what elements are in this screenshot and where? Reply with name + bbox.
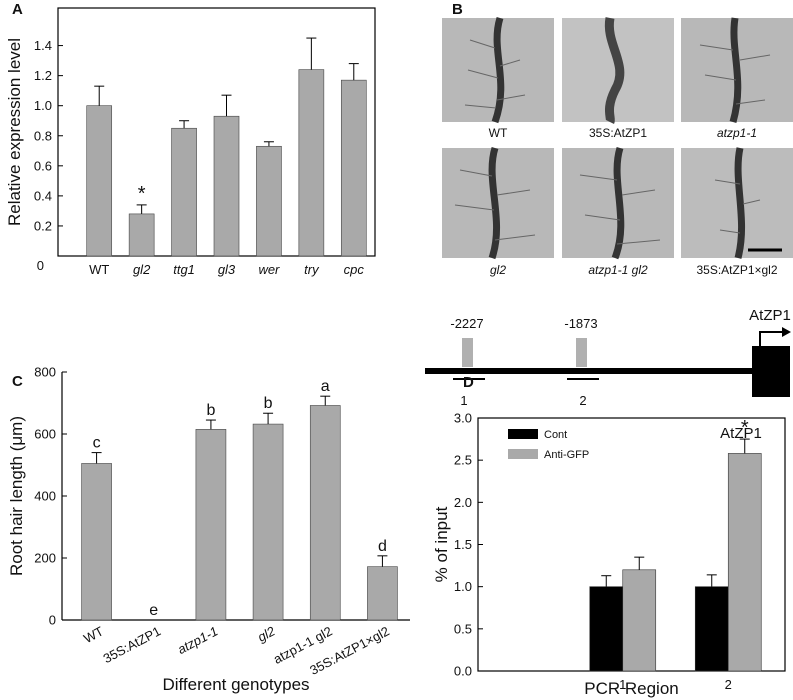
bar <box>622 569 657 672</box>
micrograph <box>562 17 674 125</box>
y-tick-label: 1.4 <box>34 38 52 53</box>
legend-label: Anti-GFP <box>544 449 589 461</box>
x-tick-label: WT <box>89 262 109 277</box>
bar <box>86 105 113 257</box>
significance-label: a <box>321 378 330 395</box>
x-tick-label: ttg1 <box>173 262 195 277</box>
y-tick-label: 200 <box>34 551 56 566</box>
bar <box>195 429 227 621</box>
caption: atzp1-1 gl2 <box>588 263 648 277</box>
significance-label: c <box>93 435 101 452</box>
bar <box>256 145 282 257</box>
y-axis-label: % of input <box>432 506 451 582</box>
y-tick-label: 0.2 <box>34 218 52 233</box>
significance-label: d <box>378 538 387 555</box>
y-tick-label: 0.5 <box>454 621 472 636</box>
x-tick-label: gl2 <box>255 623 278 645</box>
y-tick-label: 1.0 <box>454 579 472 594</box>
y-axis-label: Root hair length (μm) <box>7 416 26 576</box>
y-tick-label: 3.0 <box>454 411 472 426</box>
gene-box <box>752 346 790 397</box>
x-tick-label: 35S:AtZP1 <box>101 623 164 666</box>
site-label: -2227 <box>450 316 483 331</box>
micrograph <box>562 146 674 260</box>
legend-swatch <box>508 449 538 459</box>
y-axis-label: Relative expression level <box>5 38 24 226</box>
significance-label: * <box>741 417 749 439</box>
bar <box>340 79 367 257</box>
significance-label: * <box>138 183 146 205</box>
site-label: -1873 <box>564 316 597 331</box>
panel-label: C <box>12 373 23 390</box>
x-tick-label: gl3 <box>218 262 236 277</box>
y-tick-label: 0.0 <box>454 664 472 679</box>
x-tick-label: WT <box>81 623 106 646</box>
y-tick-label: 2.5 <box>454 453 472 468</box>
caption: gl2 <box>490 263 506 277</box>
bar <box>213 115 240 257</box>
x-tick-label: 2 <box>725 677 732 692</box>
bar <box>727 453 762 672</box>
bar <box>128 213 155 257</box>
y-tick-label: 0.8 <box>34 128 52 143</box>
caption: WT <box>489 126 508 140</box>
y-tick-label: 600 <box>34 427 56 442</box>
micrograph <box>442 146 554 260</box>
caption: 35S:AtZP1 <box>589 126 647 140</box>
bar <box>367 566 398 621</box>
y-tick-label: 0 <box>49 613 56 628</box>
bar <box>81 463 112 621</box>
significance-label: e <box>149 602 158 619</box>
micrograph <box>681 17 793 123</box>
y-tick-label: 400 <box>34 489 56 504</box>
binding-site <box>576 338 587 367</box>
y-tick-label: 2.0 <box>454 495 472 510</box>
region-label: 2 <box>579 393 586 408</box>
gene-label: AtZP1 <box>749 307 791 324</box>
caption: atzp1-1 <box>717 126 757 140</box>
x-tick-label: try <box>304 262 320 277</box>
y-tick-label: 800 <box>34 365 56 380</box>
x-tick-label: wer <box>258 262 280 277</box>
y-tick-label: 0.6 <box>34 158 52 173</box>
legend-swatch <box>508 429 538 439</box>
legend-label: Cont <box>544 429 567 441</box>
binding-site <box>462 338 473 367</box>
bar <box>694 586 729 672</box>
y-tick-label: 1.0 <box>34 98 52 113</box>
panel-label: A <box>12 1 23 18</box>
y-tick-label: 0.4 <box>34 188 52 203</box>
x-tick-label: atzp1-1 <box>175 623 220 657</box>
caption: 35S:AtZP1×gl2 <box>696 263 777 277</box>
region-label: 1 <box>460 393 467 408</box>
x-axis-label: PCR Region <box>584 679 679 698</box>
x-tick-label: cpc <box>344 262 365 277</box>
panel-label: D <box>463 374 474 391</box>
image-panel: B WT 3 <box>442 1 793 277</box>
panel-label: B <box>452 1 463 18</box>
bar <box>252 423 284 621</box>
promoter-diagram: -2227 -1873 AtZP1 1 2 <box>425 307 791 408</box>
y-tick-label: 0 <box>37 258 44 273</box>
x-tick-label: 1 <box>619 677 626 692</box>
tss-arrow <box>759 331 782 346</box>
bar <box>309 405 341 621</box>
x-tick-label: gl2 <box>133 262 151 277</box>
x-axis-label: Different genotypes <box>162 675 309 694</box>
bar <box>298 69 325 257</box>
y-tick-label: 1.2 <box>34 68 52 83</box>
significance-label: b <box>264 395 273 412</box>
y-tick-label: 1.5 <box>454 537 472 552</box>
bar <box>171 127 197 257</box>
micrograph <box>442 16 554 124</box>
significance-label: b <box>206 402 215 419</box>
chart-title: AtZP1 <box>720 425 762 442</box>
bar <box>589 586 624 672</box>
micrograph <box>681 147 793 259</box>
